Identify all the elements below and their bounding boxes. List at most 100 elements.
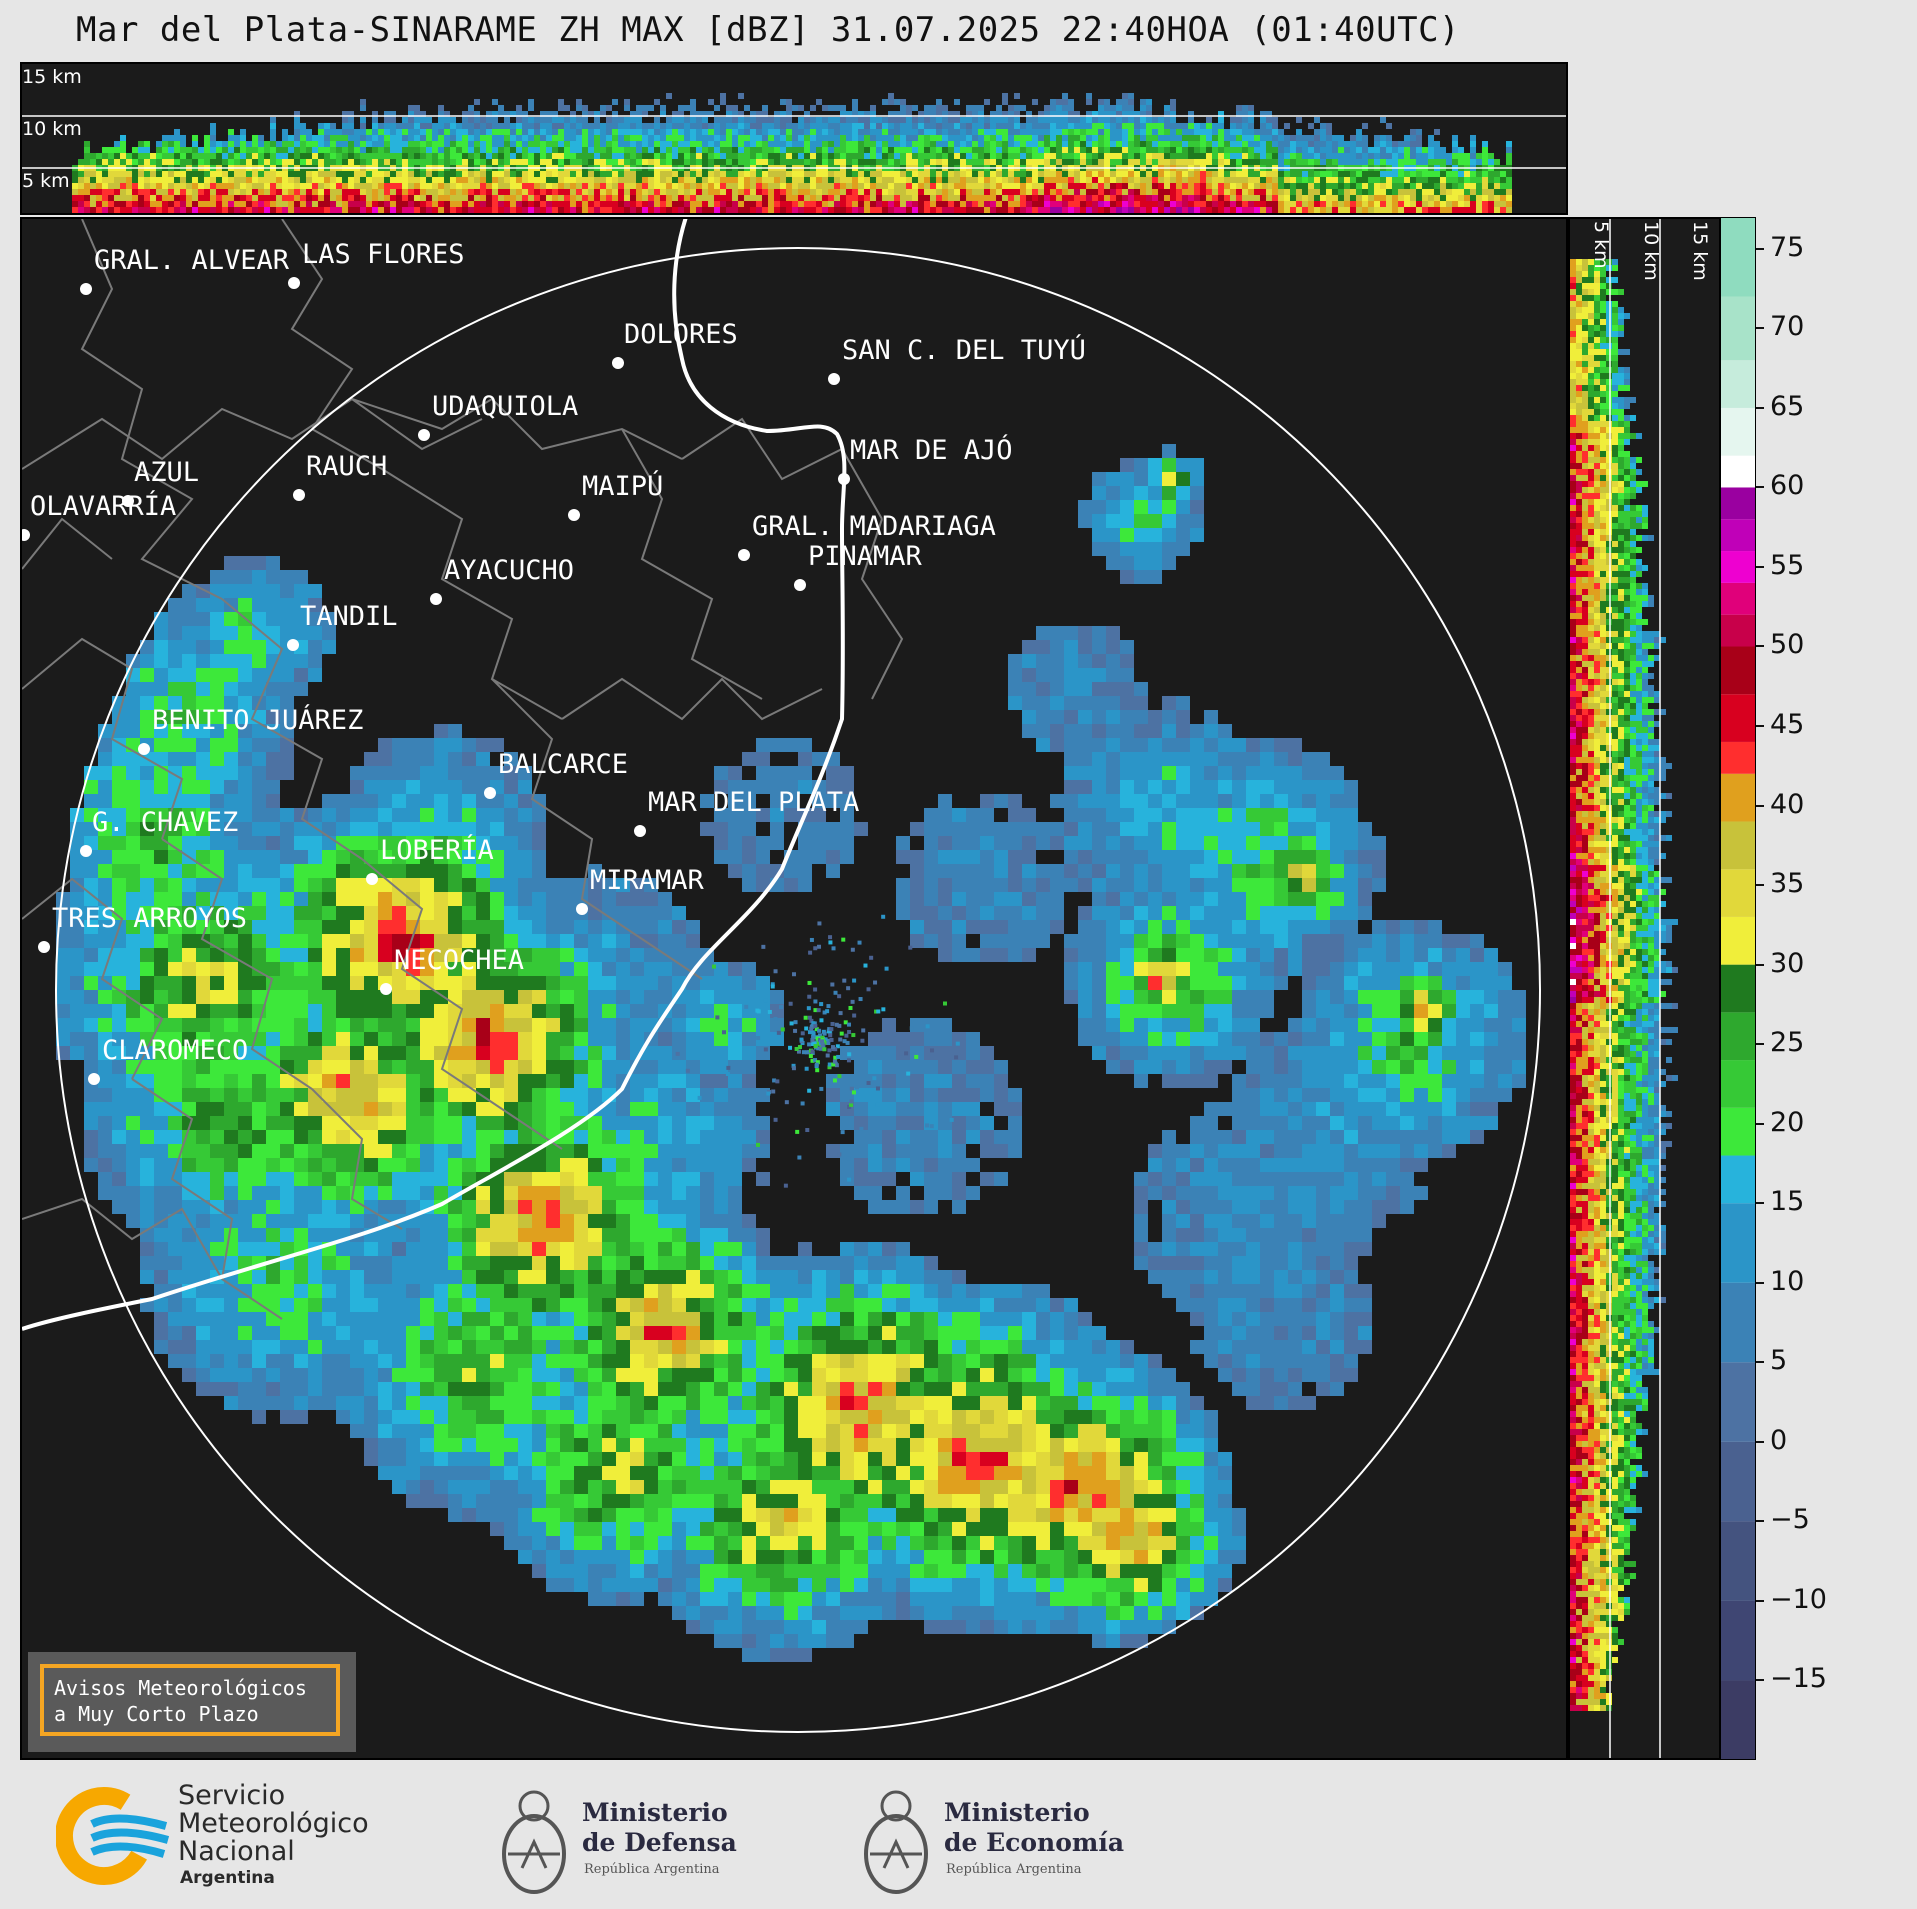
- top-echo-cell: [996, 123, 1002, 129]
- top-echo-cell: [432, 153, 438, 159]
- top-echo-cell: [1266, 135, 1272, 141]
- echo-cell: [1036, 710, 1050, 724]
- echo-cell: [1232, 906, 1246, 920]
- top-echo-cell: [270, 153, 276, 159]
- echo-cell: [1358, 892, 1372, 906]
- echo-cell: [1344, 794, 1358, 808]
- top-echo-cell: [1146, 159, 1152, 165]
- echo-cell: [308, 836, 322, 850]
- top-echo-cell: [1356, 195, 1362, 201]
- top-echo-cell: [954, 141, 960, 147]
- top-echo-cell: [354, 153, 360, 159]
- top-echo-cell: [1098, 111, 1104, 117]
- top-echo-cell: [780, 111, 786, 117]
- top-echo-cell: [1284, 195, 1290, 201]
- top-echo-cell: [1056, 207, 1062, 213]
- top-echo-cell: [1290, 159, 1296, 165]
- top-echo-cell: [1224, 153, 1230, 159]
- echo-cell: [210, 598, 224, 612]
- top-echo-cell: [570, 123, 576, 129]
- echo-cell: [294, 864, 308, 878]
- top-echo-cell: [624, 123, 630, 129]
- echo-cell: [336, 892, 350, 906]
- top-echo-cell: [1242, 171, 1248, 177]
- top-echo-cell: [246, 195, 252, 201]
- top-echo-cell: [540, 135, 546, 141]
- echo-cell: [294, 822, 308, 836]
- top-echo-cell: [456, 123, 462, 129]
- top-echo-cell: [1002, 201, 1008, 207]
- echo-cell: [840, 794, 854, 808]
- top-echo-cell: [330, 123, 336, 129]
- echo-cell: [1176, 696, 1190, 710]
- top-echo-cell: [306, 135, 312, 141]
- top-echo-cell: [600, 183, 606, 189]
- top-echo-cell: [216, 201, 222, 207]
- top-echo-cell: [972, 123, 978, 129]
- echo-cell: [994, 878, 1008, 892]
- top-echo-cell: [552, 171, 558, 177]
- top-echo-cell: [240, 141, 246, 147]
- top-echo-cell: [1266, 153, 1272, 159]
- top-echo-cell: [1164, 147, 1170, 153]
- top-echo-cell: [1194, 123, 1200, 129]
- top-echo-cell: [1080, 117, 1086, 123]
- top-echo-cell: [510, 111, 516, 117]
- top-echo-cell: [816, 189, 822, 195]
- echo-cell: [280, 920, 294, 934]
- top-echo-cell: [1464, 189, 1470, 195]
- top-echo-cell: [324, 141, 330, 147]
- top-echo-cell: [774, 177, 780, 183]
- top-echo-cell: [828, 105, 834, 111]
- echo-cell: [532, 920, 546, 934]
- top-echo-cell: [798, 189, 804, 195]
- echo-cell: [238, 584, 252, 598]
- top-echo-cell: [774, 141, 780, 147]
- top-echo-cell: [372, 153, 378, 159]
- echo-cell: [1288, 822, 1302, 836]
- top-echo-cell: [348, 135, 354, 141]
- top-echo-cell: [816, 159, 822, 165]
- echo-cell: [154, 878, 168, 892]
- top-echo-cell: [1410, 141, 1416, 147]
- echo-cell: [1092, 640, 1106, 654]
- top-echo-cell: [894, 183, 900, 189]
- top-echo-cell: [1278, 135, 1284, 141]
- top-echo-cell: [942, 147, 948, 153]
- top-echo-cell: [612, 147, 618, 153]
- top-echo-cell: [102, 171, 108, 177]
- top-echo-cell: [1206, 141, 1212, 147]
- echo-cell: [1162, 766, 1176, 780]
- top-echo-cell: [516, 117, 522, 123]
- top-echo-cell: [378, 147, 384, 153]
- echo-cell: [1078, 738, 1092, 752]
- top-echo-cell: [306, 141, 312, 147]
- top-echo-cell: [1116, 99, 1122, 105]
- top-echo-cell: [306, 201, 312, 207]
- top-echo-cell: [1332, 183, 1338, 189]
- top-echo-cell: [1302, 171, 1308, 177]
- top-echo-cell: [864, 135, 870, 141]
- top-echo-cell: [636, 183, 642, 189]
- top-echo-cell: [654, 147, 660, 153]
- top-echo-cell: [750, 189, 756, 195]
- top-echo-cell: [1506, 153, 1512, 159]
- top-echo-cell: [768, 177, 774, 183]
- echo-cell: [196, 612, 210, 626]
- echo-cell: [476, 892, 490, 906]
- top-echo-cell: [696, 195, 702, 201]
- top-echo-cell: [528, 141, 534, 147]
- top-echo-cell: [150, 159, 156, 165]
- top-echo-cell: [1374, 189, 1380, 195]
- top-echo-cell: [1488, 207, 1494, 213]
- top-echo-cell: [606, 117, 612, 123]
- top-echo-cell: [1236, 177, 1242, 183]
- echo-cell: [1036, 836, 1050, 850]
- top-echo-cell: [126, 159, 132, 165]
- top-echo-cell: [1392, 195, 1398, 201]
- top-echo-cell: [366, 153, 372, 159]
- top-echo-cell: [762, 117, 768, 123]
- top-echo-cell: [960, 189, 966, 195]
- top-echo-cell: [1194, 147, 1200, 153]
- top-echo-cell: [972, 183, 978, 189]
